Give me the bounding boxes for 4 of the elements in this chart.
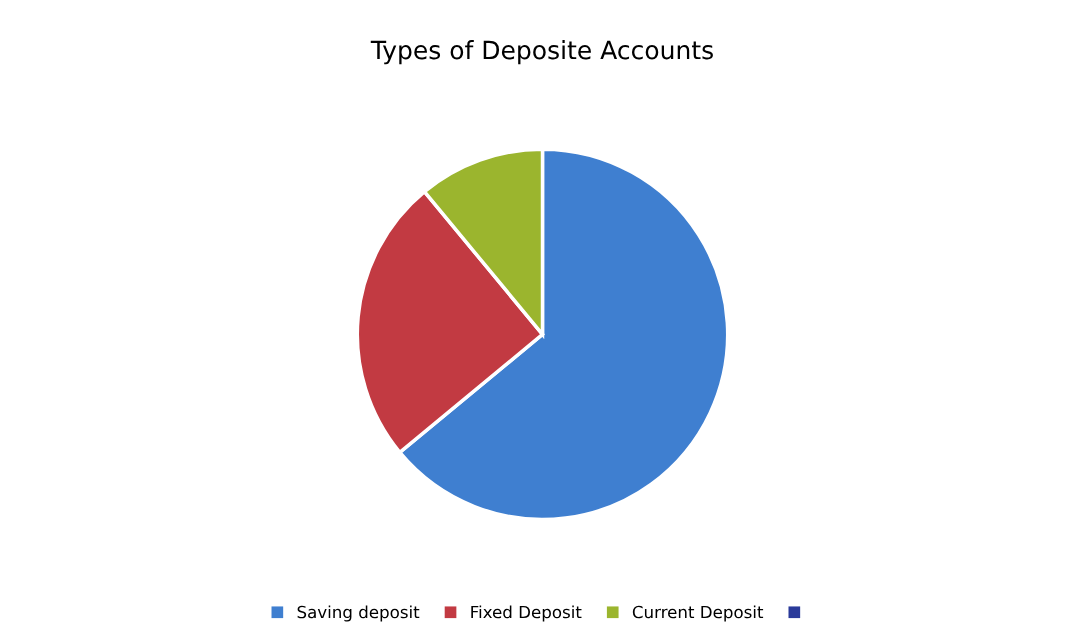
legend-label: Saving deposit: [297, 605, 420, 622]
legend-label: Current Deposit: [632, 605, 764, 622]
chart-title: Types of Deposite Accounts: [370, 40, 713, 65]
legend-label: Fixed Deposit: [471, 605, 582, 622]
